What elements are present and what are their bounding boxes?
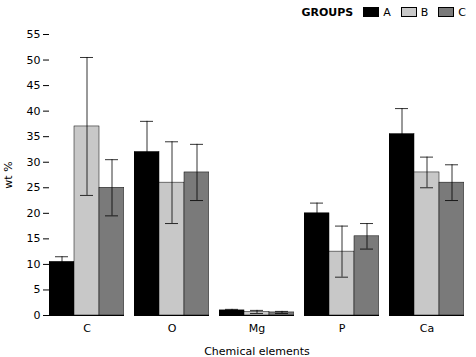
html-text:B: B bbox=[420, 5, 429, 19]
svg-text:Ca: Ca bbox=[420, 322, 434, 335]
svg-text:35: 35 bbox=[27, 130, 41, 143]
svg-text:Chemical elements: Chemical elements bbox=[204, 345, 310, 357]
html-text:GROUPS: GROUPS bbox=[301, 5, 354, 19]
svg-text:15: 15 bbox=[27, 232, 41, 245]
svg-text:wt %: wt % bbox=[2, 161, 15, 188]
svg-text:5: 5 bbox=[34, 283, 41, 296]
svg-text:55: 55 bbox=[27, 28, 41, 41]
svg-text:P: P bbox=[339, 322, 346, 335]
svg-text:Mg: Mg bbox=[249, 322, 265, 335]
svg-text:C: C bbox=[83, 322, 91, 335]
html-text:A: A bbox=[383, 5, 391, 19]
svg-text:O: O bbox=[168, 322, 177, 335]
svg-text:45: 45 bbox=[27, 79, 41, 92]
svg-text:50: 50 bbox=[27, 54, 41, 67]
svg-text:25: 25 bbox=[27, 181, 41, 194]
html-text:C: C bbox=[458, 5, 466, 19]
svg-text:40: 40 bbox=[27, 105, 41, 118]
svg-text:30: 30 bbox=[27, 156, 41, 169]
svg-text:20: 20 bbox=[27, 207, 41, 220]
svg-text:10: 10 bbox=[27, 258, 41, 271]
svg-text:0: 0 bbox=[34, 309, 41, 322]
